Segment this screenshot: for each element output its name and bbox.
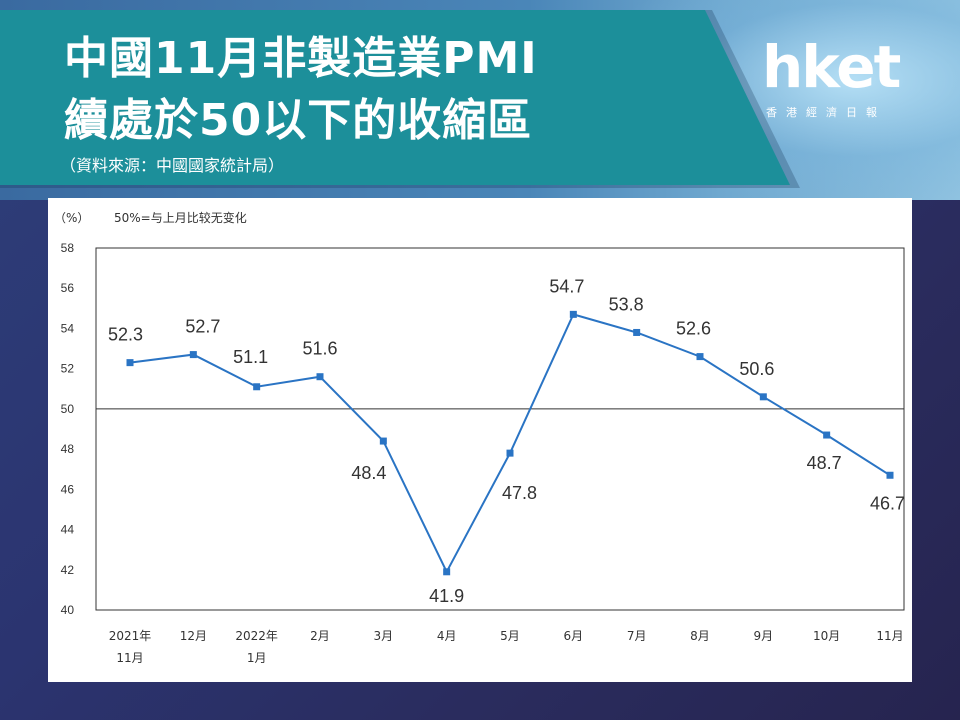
data-point	[823, 431, 831, 439]
data-point	[316, 373, 324, 381]
y-tick-label: 50	[61, 402, 75, 416]
x-tick-label: 3月	[374, 629, 394, 643]
data-label: 53.8	[609, 294, 644, 314]
data-point	[633, 328, 641, 336]
data-point	[886, 471, 894, 479]
data-point	[379, 437, 387, 445]
data-label: 48.4	[351, 463, 386, 483]
data-label: 41.9	[429, 586, 464, 606]
x-tick-label: 4月	[437, 629, 457, 643]
data-label: 47.8	[502, 483, 537, 503]
x-tick-label: 12月	[180, 629, 207, 643]
x-tick-label: 11月	[876, 629, 903, 643]
x-tick-label: 7月	[627, 629, 647, 643]
data-point	[759, 393, 767, 401]
title-banner	[0, 10, 790, 185]
y-tick-label: 48	[61, 442, 75, 456]
x-tick-label: 5月	[500, 629, 520, 643]
data-point	[189, 351, 197, 359]
page-title-line-2: 續處於50以下的收縮區	[64, 95, 533, 146]
x-tick-label: 9月	[754, 629, 774, 643]
page-title-line-1: 中國11月非製造業PMI	[64, 33, 538, 84]
y-tick-label: 40	[61, 603, 75, 617]
y-tick-label: 52	[61, 362, 75, 376]
x-tick-label: 11月	[116, 651, 143, 665]
y-tick-label: 58	[61, 241, 75, 255]
x-tick-label: 10月	[813, 629, 840, 643]
data-point	[253, 383, 261, 391]
y-tick-label: 56	[61, 281, 75, 295]
x-tick-label: 6月	[564, 629, 584, 643]
data-label: 52.3	[108, 325, 143, 345]
data-point	[569, 310, 577, 318]
data-label: 52.7	[185, 317, 220, 337]
hket-logo: hket	[762, 33, 901, 101]
data-point	[696, 353, 704, 361]
pmi-line-chart: （%） 50%=与上月比较无变化 40 42 44 46 48 50 52 54 56 58 2021年…	[54, 210, 905, 665]
data-point	[506, 449, 514, 457]
x-tick-label: 2月	[310, 629, 330, 643]
reference-note: 50%=与上月比较无变化	[114, 210, 247, 225]
hket-logo-subtitle: 香港經濟日報	[766, 106, 886, 119]
y-tick-label: 42	[61, 563, 75, 577]
y-tick-label: 46	[61, 482, 75, 496]
data-label: 48.7	[807, 453, 842, 473]
data-label: 50.6	[739, 359, 774, 379]
y-tick-label: 44	[61, 523, 75, 537]
x-tick-label: 8月	[690, 629, 710, 643]
data-label: 51.6	[302, 339, 337, 359]
data-label: 54.7	[549, 276, 584, 296]
data-point	[443, 568, 451, 576]
chart-panel: （%） 50%=与上月比较无变化 40 42 44 46 48 50 52 54 56 58 2021年…	[48, 198, 912, 682]
data-label: 46.7	[870, 493, 905, 513]
x-tick-label: 2022年	[235, 629, 278, 643]
y-unit-label: （%）	[54, 211, 89, 225]
data-label: 51.1	[233, 347, 268, 367]
x-tick-label: 2021年	[109, 629, 152, 643]
data-source-note: （資料來源：中國國家統計局）	[60, 156, 285, 175]
y-tick-label: 54	[61, 321, 75, 335]
plot-frame	[95, 247, 905, 611]
data-point	[126, 359, 134, 367]
data-label: 52.6	[676, 319, 711, 339]
x-tick-label: 1月	[247, 651, 267, 665]
